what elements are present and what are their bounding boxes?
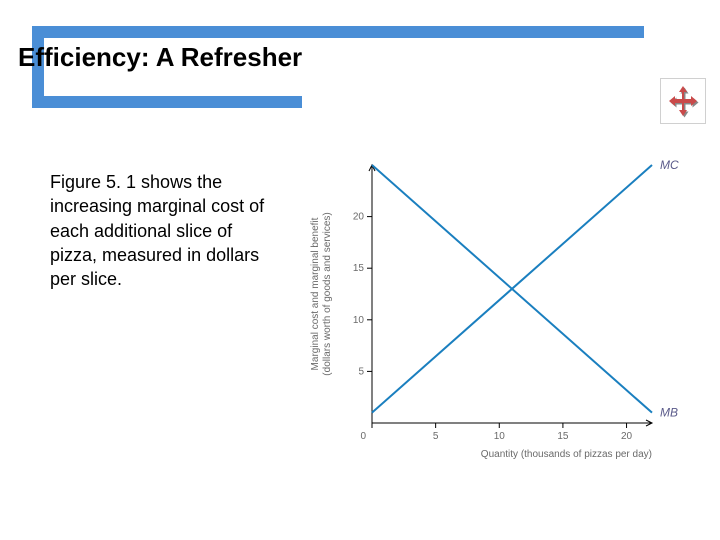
title-frame-bottom <box>32 96 302 108</box>
svg-text:15: 15 <box>557 431 569 442</box>
chart-svg: 5 10 15 20 0 5 10 15 20 Quantity (thousands of pi… <box>300 155 700 475</box>
title-frame-top <box>32 26 644 38</box>
svg-text:5: 5 <box>433 431 439 442</box>
svg-text:15: 15 <box>353 263 365 274</box>
svg-text:MB: MB <box>660 406 678 420</box>
svg-text:Quantity (thousands of pizzas: Quantity (thousands of pizzas per day) <box>481 449 652 460</box>
svg-text:10: 10 <box>353 315 365 326</box>
move-arrows-svg <box>666 84 700 118</box>
body-paragraph: Figure 5. 1 shows the increasing margina… <box>50 170 280 291</box>
svg-text:10: 10 <box>494 431 506 442</box>
svg-text:20: 20 <box>353 212 365 223</box>
slide-title: Efficiency: A Refresher <box>18 42 302 73</box>
slide: Efficiency: A Refresher Figure 5. 1 show… <box>0 0 720 540</box>
svg-text:Marginal cost and marginal ben: Marginal cost and marginal benefit <box>310 217 321 370</box>
svg-text:20: 20 <box>621 431 633 442</box>
move-arrows-icon[interactable] <box>660 78 706 124</box>
economics-chart: 5 10 15 20 0 5 10 15 20 Quantity (thousands of pi… <box>300 155 700 475</box>
svg-text:MC: MC <box>660 158 679 172</box>
svg-text:0: 0 <box>360 431 366 442</box>
svg-text:(dollars worth of goods and se: (dollars worth of goods and services) <box>322 212 333 375</box>
svg-text:5: 5 <box>358 366 364 377</box>
